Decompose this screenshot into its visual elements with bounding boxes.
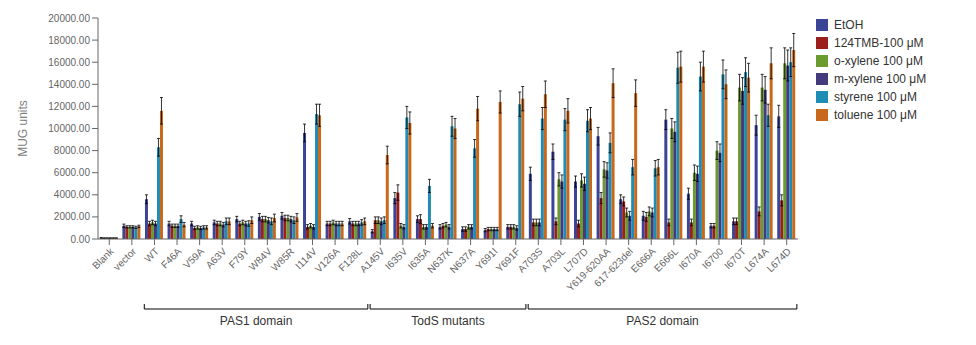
svg-text:Y691I: Y691I (473, 245, 500, 272)
svg-text:18000.00: 18000.00 (48, 35, 90, 46)
svg-text:2000.00: 2000.00 (54, 211, 91, 222)
svg-text:N637K: N637K (425, 245, 455, 276)
html-text:m-xylene 100 μM: m-xylene 100 μM (834, 72, 927, 86)
svg-text:I670A: I670A (677, 245, 703, 271)
svg-text:TodS mutants: TodS mutants (411, 314, 484, 328)
html-text:EtOH: EtOH (834, 18, 864, 32)
svg-text:10000.00: 10000.00 (48, 123, 90, 134)
svg-text:F79Y: F79Y (226, 245, 252, 271)
svg-text:L674D: L674D (765, 246, 794, 275)
svg-text:617-623del: 617-623del (591, 245, 636, 289)
svg-text:I635V: I635V (383, 245, 409, 271)
svg-text:W85R: W85R (269, 246, 296, 273)
svg-text:Y619-620AA: Y619-620AA (564, 245, 613, 294)
html-text:o-xylene 100 μM: o-xylene 100 μM (834, 54, 923, 68)
svg-text:MUG units: MUG units (16, 100, 30, 157)
svg-text:8000.00: 8000.00 (54, 145, 91, 156)
svg-text:20000.00: 20000.00 (48, 13, 90, 24)
svg-text:I670T: I670T (722, 245, 748, 272)
svg-text:PAS2 domain: PAS2 domain (626, 314, 699, 328)
svg-text:V59A: V59A (181, 245, 206, 270)
svg-text:Y691F: Y691F (493, 245, 523, 275)
svg-text:Blank: Blank (90, 245, 116, 272)
svg-text:W84V: W84V (247, 245, 274, 272)
svg-text:4000.00: 4000.00 (54, 189, 91, 200)
svg-text:I6700: I6700 (700, 245, 726, 271)
svg-text:14000.00: 14000.00 (48, 79, 90, 90)
svg-text:PAS1 domain: PAS1 domain (220, 314, 293, 328)
svg-text:E666A: E666A (629, 245, 658, 274)
html-text:toluene 100 μM: toluene 100 μM (834, 108, 917, 122)
svg-text:12000.00: 12000.00 (48, 101, 90, 112)
svg-text:F46A: F46A (159, 245, 184, 270)
svg-text:V126A: V126A (313, 245, 342, 274)
svg-text:L674A: L674A (742, 245, 771, 274)
html-text:124TMB-100 μM: 124TMB-100 μM (834, 36, 924, 50)
svg-text:F128L: F128L (336, 245, 365, 274)
svg-text:L707D: L707D (561, 245, 590, 275)
svg-text:A703L: A703L (539, 245, 568, 274)
svg-text:A145V: A145V (358, 245, 387, 274)
svg-text:A703S: A703S (516, 245, 545, 274)
svg-text:A63V: A63V (204, 245, 229, 270)
html-text:styrene 100 μM: styrene 100 μM (834, 90, 917, 104)
svg-text:E666L: E666L (652, 245, 681, 274)
svg-text:vector: vector (111, 245, 139, 273)
svg-text:I635A: I635A (405, 245, 432, 272)
svg-text:6000.00: 6000.00 (54, 167, 91, 178)
svg-text:I114V: I114V (293, 245, 319, 272)
svg-text:N637A: N637A (448, 245, 478, 275)
svg-text:WT: WT (142, 246, 161, 265)
svg-text:16000.00: 16000.00 (48, 57, 90, 68)
svg-text:0.00: 0.00 (71, 234, 91, 245)
